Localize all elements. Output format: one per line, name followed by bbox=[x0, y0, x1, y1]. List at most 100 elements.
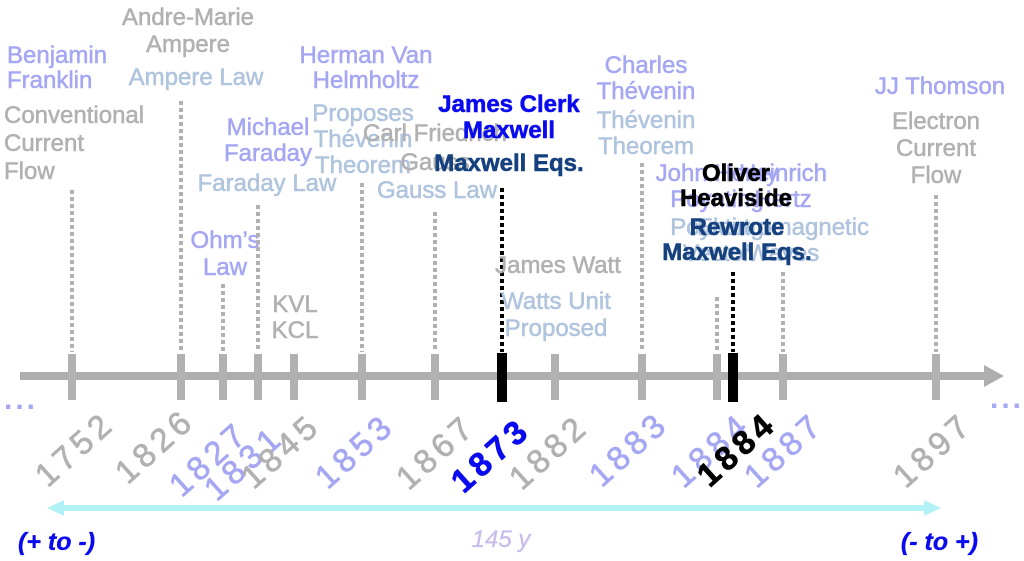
tick-1853 bbox=[358, 354, 366, 400]
desc-line: Poynting bbox=[670, 214, 764, 241]
tick-1884-heaviside bbox=[728, 353, 738, 402]
name-line: Ampere bbox=[145, 31, 231, 59]
name-line: Heinrich bbox=[738, 160, 828, 187]
event-desc-1853: Proposes Thévenin Theorem bbox=[312, 100, 414, 179]
span-arrow-left-head-icon bbox=[47, 500, 64, 516]
desc-line: Conventional bbox=[4, 102, 145, 130]
name-line: James Clerk bbox=[438, 91, 580, 118]
name-line: Maxwell bbox=[462, 117, 556, 144]
tick-1831 bbox=[254, 354, 262, 400]
name-line: Carl Friedrich bbox=[362, 120, 508, 148]
event-desc-1883: Thévenin Theorem bbox=[596, 107, 696, 160]
name-line: Faraday bbox=[223, 140, 313, 167]
leader-1897 bbox=[934, 195, 938, 352]
desc-line: Current bbox=[4, 130, 85, 158]
leader-1827 bbox=[221, 284, 225, 352]
event-name-1884-poynting: John Henry Poynting bbox=[655, 160, 779, 213]
desc-line: Waves bbox=[746, 240, 820, 267]
name-line: Andre-Marie bbox=[121, 4, 255, 32]
event-name-1887: Heinrich Hertz bbox=[738, 160, 828, 213]
name-line: Poynting bbox=[670, 186, 764, 213]
event-name-1752: Benjamin Franklin bbox=[7, 42, 108, 94]
event-desc-1867: Gauss Law bbox=[377, 177, 498, 204]
tick-1873 bbox=[497, 353, 507, 402]
desc-line: Rewrote bbox=[689, 214, 785, 241]
desc-line: Ampere Law bbox=[128, 64, 264, 91]
event-name-1831: Michael Faraday bbox=[223, 114, 313, 167]
event-name-1873: James Clerk Maxwell bbox=[438, 91, 580, 144]
event-name-1883: Charles Thévenin bbox=[596, 52, 696, 105]
desc-line: Proposed bbox=[504, 315, 608, 343]
name-line: Benjamin bbox=[7, 42, 108, 69]
tick-1752 bbox=[68, 354, 76, 400]
polarity-left-label: (+ to -) bbox=[18, 528, 96, 556]
desc-line: Maxwell Eqs. bbox=[662, 239, 812, 266]
event-desc-1831: Faraday Law bbox=[197, 170, 337, 197]
name-line: Helmholtz bbox=[312, 67, 420, 94]
desc-line: Proposes bbox=[312, 100, 414, 127]
tick-1897 bbox=[932, 354, 940, 400]
name-line: Herman Van bbox=[299, 42, 433, 69]
year-label-1752: 1752 bbox=[27, 403, 122, 494]
tick-1867 bbox=[431, 354, 439, 400]
axis-right-ellipsis: ... bbox=[990, 382, 1024, 415]
leader-1752 bbox=[70, 190, 74, 352]
tick-1887 bbox=[779, 354, 787, 400]
event-name-1853: Herman Van Helmholtz bbox=[299, 42, 433, 94]
name-line: James Watt bbox=[495, 252, 621, 279]
leader-1884-poynting bbox=[715, 297, 719, 352]
desc-line: Theorem bbox=[314, 152, 412, 179]
event-desc-1882: Watts Unit Proposed bbox=[501, 288, 611, 343]
year-label-1883: 1883 bbox=[581, 403, 676, 494]
name-line: Law bbox=[202, 254, 248, 282]
tick-1845 bbox=[290, 354, 298, 400]
tick-1883 bbox=[638, 354, 646, 400]
tick-1884-poynting bbox=[713, 354, 721, 400]
name-line: Charles bbox=[604, 52, 688, 79]
name-line: Franklin bbox=[7, 67, 93, 94]
desc-line: Maxwell Eqs. bbox=[434, 150, 584, 177]
name-line: Heaviside bbox=[679, 185, 793, 212]
desc-line: Theorem bbox=[597, 133, 695, 160]
span-arrow-right-head-icon bbox=[924, 500, 941, 516]
tick-1827 bbox=[219, 354, 227, 400]
span-arrow-shaft bbox=[59, 505, 929, 511]
leader-1867 bbox=[433, 212, 437, 352]
event-name-1882: James Watt bbox=[495, 252, 621, 279]
event-desc-1752: Conventional Current Flow bbox=[4, 102, 145, 186]
desc-line: Electron bbox=[891, 108, 981, 136]
event-desc-1873: Maxwell Eqs. bbox=[434, 150, 584, 177]
event-desc-1897: Electron Current Flow bbox=[891, 108, 981, 190]
event-desc-1887: Electromagnetic Waves bbox=[697, 214, 870, 267]
name-line: Ohm’s bbox=[190, 227, 260, 255]
desc-line: Thévenin bbox=[596, 107, 696, 134]
desc-line: Current bbox=[895, 135, 977, 163]
event-name-1884-heaviside: Oliver Heaviside bbox=[679, 160, 793, 212]
event-name-1826: Andre-Marie Ampere bbox=[121, 4, 255, 59]
desc-line: Vector bbox=[682, 240, 752, 267]
desc-line: Faraday Law bbox=[197, 170, 337, 197]
name-line: John Henry bbox=[655, 160, 779, 187]
name-line: KCL bbox=[271, 317, 319, 344]
desc-line: Flow bbox=[4, 158, 55, 186]
name-line: Thévenin bbox=[596, 78, 696, 105]
timeline-arrowhead-icon bbox=[984, 365, 1004, 387]
name-line: KVL bbox=[272, 291, 318, 318]
span-years-label: 145 y bbox=[471, 526, 531, 553]
leader-1853 bbox=[360, 183, 364, 352]
leader-1831 bbox=[256, 205, 260, 352]
leader-1884-heaviside bbox=[731, 272, 735, 352]
name-line: Hertz bbox=[754, 186, 812, 213]
event-desc-1884-poynting: Poynting Vector bbox=[670, 214, 764, 267]
tick-1826 bbox=[177, 354, 185, 400]
event-desc-1884-heaviside: Rewrote Maxwell Eqs. bbox=[662, 214, 812, 266]
polarity-right-label: (- to +) bbox=[900, 528, 978, 556]
leader-1887 bbox=[781, 272, 785, 352]
name-line: Michael bbox=[226, 114, 310, 141]
desc-line: Watts Unit bbox=[501, 288, 611, 316]
name-line: Oliver bbox=[701, 160, 771, 187]
desc-line: Thévenin bbox=[313, 126, 413, 153]
leader-1883 bbox=[640, 163, 644, 352]
year-label-1853: 1853 bbox=[307, 405, 402, 496]
name-line: Gauss bbox=[400, 149, 470, 177]
